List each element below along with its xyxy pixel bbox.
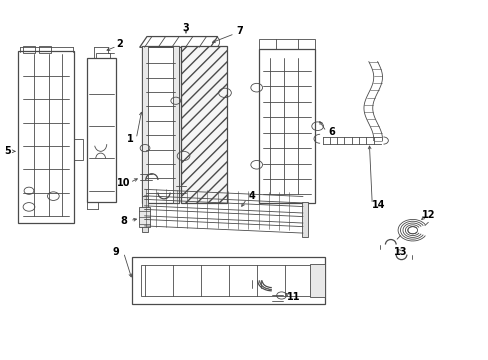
Bar: [18, 51, 74, 223]
Text: 7: 7: [236, 26, 243, 36]
Text: 11: 11: [286, 292, 300, 302]
Text: 14: 14: [371, 200, 385, 210]
Bar: [302, 202, 307, 237]
Bar: [132, 257, 325, 304]
Bar: [142, 45, 148, 203]
Text: 1: 1: [126, 134, 133, 144]
Bar: [142, 196, 148, 232]
Text: 13: 13: [393, 247, 407, 257]
Text: 9: 9: [113, 247, 120, 257]
Bar: [172, 45, 178, 203]
Text: 12: 12: [421, 210, 434, 220]
Bar: [181, 45, 227, 203]
Bar: [141, 265, 316, 296]
Bar: [22, 46, 35, 53]
Bar: [96, 53, 110, 58]
Text: 3: 3: [182, 23, 189, 33]
Bar: [310, 264, 325, 297]
Text: 2: 2: [116, 39, 122, 49]
Text: 6: 6: [327, 127, 334, 136]
Text: 4: 4: [248, 191, 255, 201]
Text: 5: 5: [4, 146, 11, 156]
Bar: [259, 39, 315, 49]
Text: 8: 8: [120, 216, 127, 226]
Bar: [142, 45, 178, 203]
Bar: [139, 207, 150, 226]
Bar: [87, 58, 116, 202]
Text: 10: 10: [117, 177, 130, 188]
Bar: [259, 49, 315, 203]
Bar: [39, 46, 51, 53]
Bar: [74, 139, 82, 160]
